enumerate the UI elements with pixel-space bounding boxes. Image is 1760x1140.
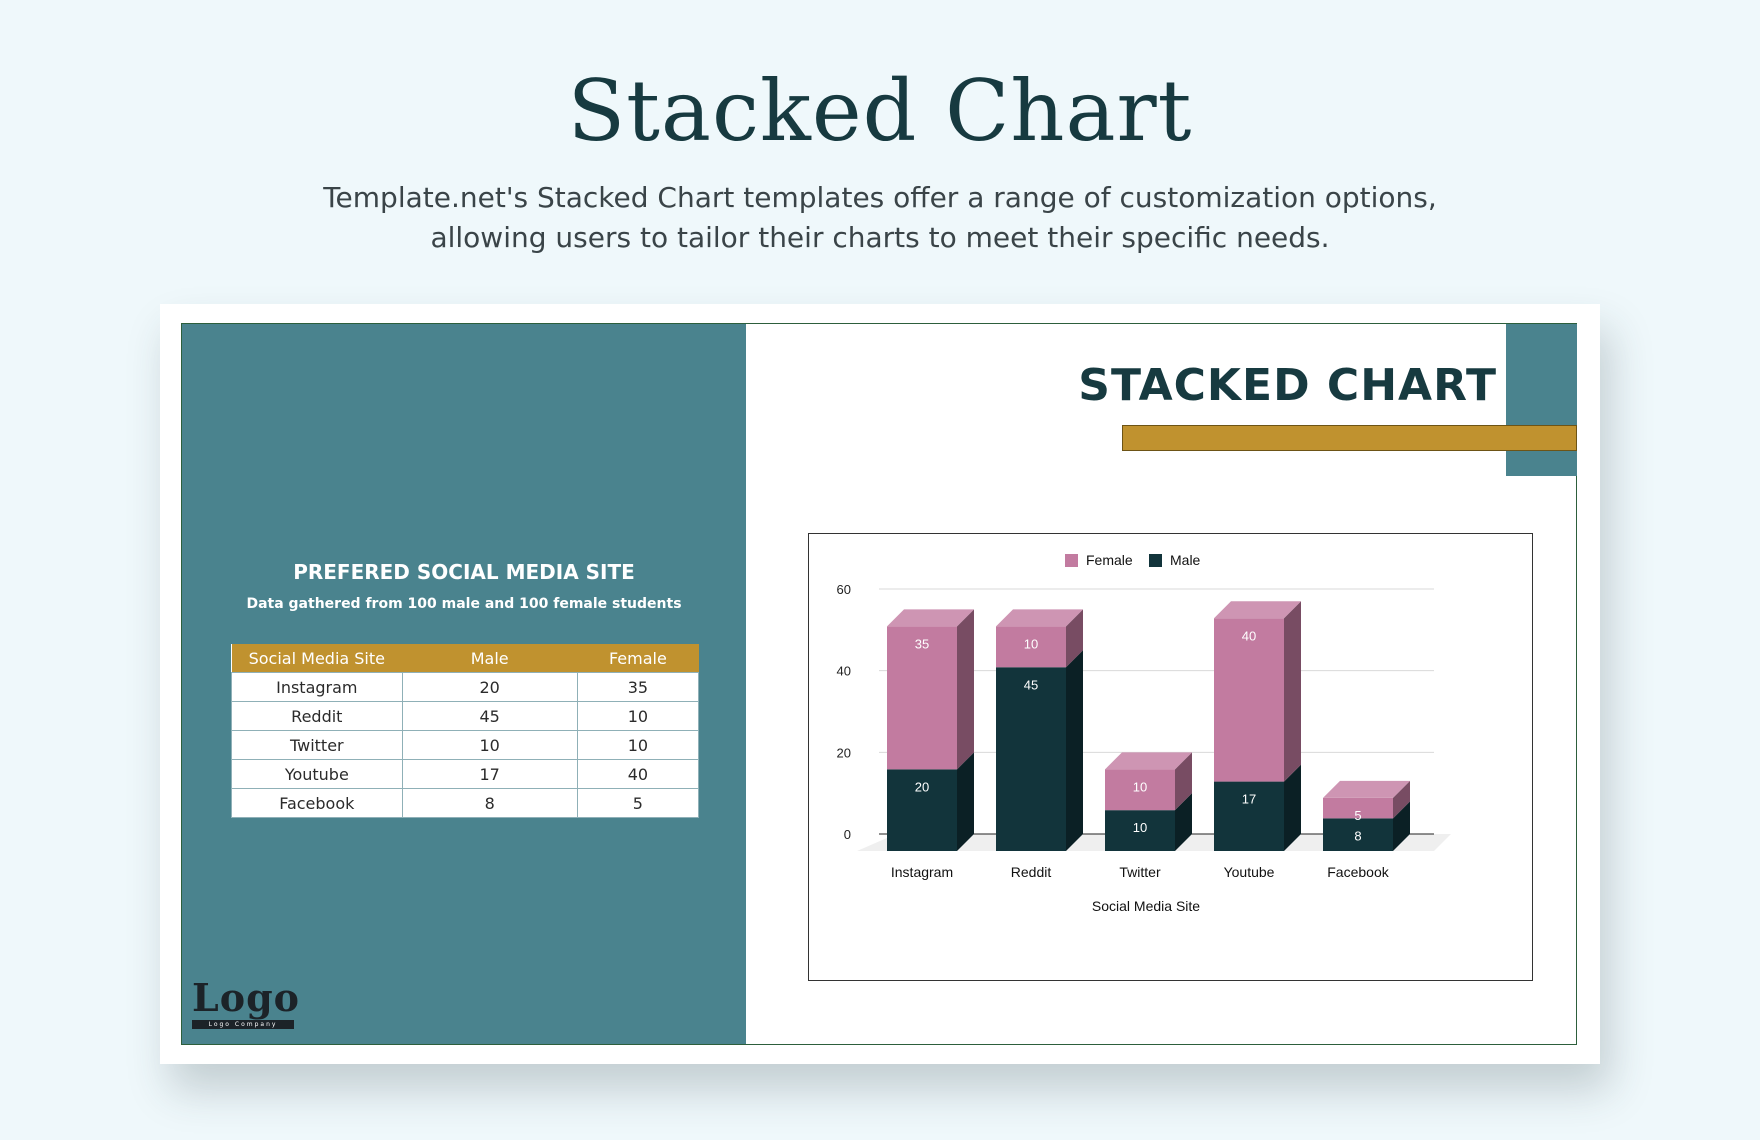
bar-side-male: [957, 752, 974, 851]
logo-subtitle: Logo Company: [192, 1020, 294, 1029]
table-cell: 35: [576, 672, 700, 702]
bar-male: [1323, 818, 1393, 851]
data-label: 10: [1024, 636, 1038, 651]
bar-side-female: [1175, 752, 1192, 811]
table-row: Facebook 8 5: [231, 788, 700, 818]
slide-title: STACKED CHART: [1078, 360, 1497, 411]
page-subtitle: Template.net's Stacked Chart templates o…: [323, 181, 1437, 254]
table-cell: 10: [576, 730, 700, 760]
table-cell: 45: [401, 701, 578, 731]
x-tick-label: Facebook: [1327, 864, 1389, 880]
y-tick-label: 20: [837, 745, 851, 760]
bar-male: [996, 667, 1066, 851]
bar-female: [996, 626, 1066, 668]
bar-female: [887, 626, 957, 770]
legend-swatch-female: [1065, 554, 1078, 567]
data-label: 10: [1133, 779, 1147, 794]
x-tick-label: Twitter: [1119, 864, 1161, 880]
table-cell: Instagram: [231, 672, 403, 702]
legend-label-male: Male: [1170, 552, 1201, 568]
x-tick-label: Instagram: [891, 864, 953, 880]
bar-female: [1323, 797, 1393, 819]
y-tick-label: 0: [844, 827, 851, 842]
bar-top-female: [887, 609, 974, 627]
data-label: 35: [915, 636, 929, 651]
table-cell: 10: [401, 730, 578, 760]
bar-top-female: [1214, 601, 1301, 619]
header-accent-block-lower: [1506, 451, 1577, 476]
x-tick-label: Reddit: [1011, 864, 1052, 880]
data-label: 40: [1242, 628, 1256, 643]
table-cell: Reddit: [231, 701, 403, 731]
bar-side-male: [1393, 801, 1410, 851]
logo: Logo: [192, 975, 300, 1020]
table-cell: Facebook: [231, 788, 403, 818]
bar-male: [1214, 781, 1284, 851]
data-label: 5: [1354, 808, 1361, 823]
bar-top-female: [1105, 752, 1192, 770]
bar-side-female: [1066, 609, 1083, 668]
left-panel: PREFERED SOCIAL MEDIA SITE Data gathered…: [182, 324, 746, 1044]
bar-female: [1214, 618, 1284, 782]
bar-male: [1105, 810, 1175, 851]
table-row: Youtube 17 40: [231, 759, 700, 789]
table-row: Twitter 10 10: [231, 730, 700, 760]
table-row: Instagram 20 35: [231, 672, 700, 702]
slide: PREFERED SOCIAL MEDIA SITE Data gathered…: [181, 323, 1577, 1045]
bar-side-female: [957, 609, 974, 770]
table-cell: 10: [576, 701, 700, 731]
table-cell: 5: [576, 788, 700, 818]
data-label: 8: [1354, 828, 1361, 843]
bar-side-female: [1284, 601, 1301, 782]
table-header-row: Social Media Site Male Female: [231, 644, 699, 673]
table-cell: 17: [401, 759, 578, 789]
data-label: 20: [915, 779, 929, 794]
legend-label-female: Female: [1086, 552, 1133, 568]
bar-female: [1105, 769, 1175, 811]
x-tick-label: Youtube: [1224, 864, 1275, 880]
stacked-bar-chart: 0 20 40 60 20 35 Instagram 45 10 Reddit 10 10 Twitte…: [837, 552, 1451, 914]
legend-swatch-male: [1149, 554, 1162, 567]
table-cell: 8: [401, 788, 578, 818]
bar-top-female: [996, 609, 1083, 627]
page-title: Stacked Chart: [567, 62, 1193, 160]
table-title: PREFERED SOCIAL MEDIA SITE: [293, 560, 635, 584]
table-cell: 20: [401, 672, 578, 702]
data-label: 10: [1133, 820, 1147, 835]
bar-top-female: [1323, 780, 1410, 798]
header-accent-block: [1506, 324, 1577, 428]
column-header: Male: [402, 644, 578, 673]
table-subtitle: Data gathered from 100 male and 100 fema…: [246, 596, 682, 612]
y-tick-label: 40: [837, 664, 851, 679]
bar-male: [887, 769, 957, 851]
table-row: Reddit 45 10: [231, 701, 700, 731]
data-table: Social Media Site Male Female Instagram …: [231, 644, 700, 818]
y-tick-label: 60: [837, 582, 851, 597]
bar-side-male: [1066, 650, 1083, 851]
bar-side-female: [1393, 780, 1410, 819]
table-cell: Twitter: [231, 730, 403, 760]
data-label: 17: [1242, 792, 1256, 807]
header-gold-bar: [1122, 425, 1577, 451]
bar-side-male: [1175, 793, 1192, 851]
table-cell: Youtube: [231, 759, 403, 789]
chart-container: 0 20 40 60 20 35 Instagram 45 10 Reddit 10 10 Twitte…: [808, 533, 1533, 981]
column-header: Social Media Site: [231, 644, 403, 673]
x-axis-title: Social Media Site: [1092, 898, 1200, 914]
data-label: 45: [1024, 677, 1038, 692]
bar-side-male: [1284, 764, 1301, 851]
table-cell: 40: [576, 759, 700, 789]
column-header: Female: [577, 644, 699, 673]
